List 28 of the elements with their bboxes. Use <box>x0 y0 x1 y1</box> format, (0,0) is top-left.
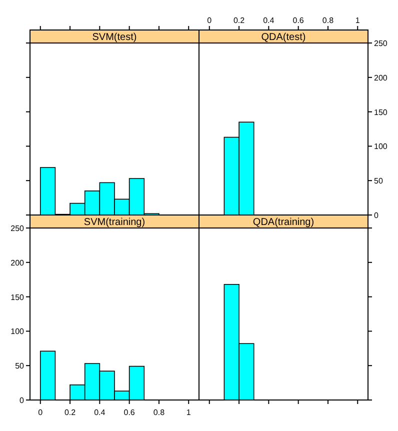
x-tick-label: 0.6 <box>292 16 304 25</box>
x-tick-label: 0 <box>207 16 212 25</box>
y-tick-label: 0 <box>20 396 25 405</box>
y-tick-label: 100 <box>374 142 388 152</box>
x-tick-label: 0.2 <box>233 16 246 25</box>
y-tick-label: 200 <box>374 73 388 82</box>
y-tick-label: 250 <box>374 39 388 48</box>
y-tick-label: 200 <box>10 258 25 268</box>
chart-title: SVM(test) <box>92 32 137 43</box>
y-tick-label: 150 <box>10 292 25 302</box>
x-tick-label: 0.6 <box>124 408 136 417</box>
x-tick-label: 1 <box>186 408 192 417</box>
chart-title: QDA(test) <box>261 32 306 43</box>
chart-title: SVM(training) <box>84 217 146 228</box>
chart-title: QDA(training) <box>252 217 314 228</box>
y-tick-label: 50 <box>15 362 25 371</box>
x-tick-label: 1 <box>355 16 360 25</box>
x-tick-label: 0.4 <box>263 16 275 25</box>
x-tick-label: 0.2 <box>64 408 76 417</box>
x-tick-label: 0.4 <box>94 408 106 417</box>
y-tick-label: 100 <box>10 327 25 336</box>
y-tick-label: 150 <box>374 108 388 117</box>
x-tick-label: 0 <box>38 408 44 417</box>
y-tick-label: 250 <box>10 224 25 233</box>
y-tick-label: 0 <box>374 211 379 220</box>
x-tick-label: 0.8 <box>153 408 166 417</box>
y-tick-label: 50 <box>374 176 384 186</box>
x-tick-label: 0.8 <box>322 16 334 25</box>
